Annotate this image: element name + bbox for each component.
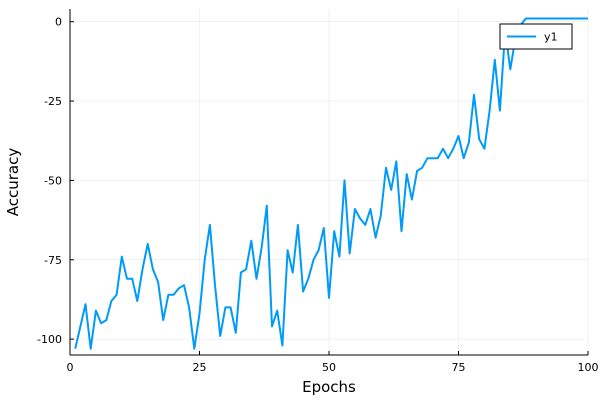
y-tick-label-0: 0	[55, 16, 62, 29]
y-tick-label-2: -50	[44, 174, 62, 187]
x-tick-label-1: 25	[193, 361, 207, 374]
y-tick-label-3: -75	[44, 254, 62, 267]
x-tick-label-0: 0	[67, 361, 74, 374]
x-tick-label-2: 50	[322, 361, 336, 374]
series-layer	[74, 17, 588, 350]
x-axis-label: Epochs	[302, 378, 356, 396]
y-axis-label: Accuracy	[4, 148, 22, 217]
grid	[69, 9, 589, 355]
y-tick-label-4: -100	[37, 333, 62, 346]
tick-labels: 0 25 50 75 100 0 -25 -50 -75 -100	[37, 16, 598, 374]
legend-label-0: y1	[544, 31, 558, 44]
x-tick-label-3: 75	[452, 361, 466, 374]
legend: y1	[499, 23, 573, 50]
x-tick-label-4: 100	[578, 361, 599, 374]
y-tick-label-1: -25	[44, 95, 62, 108]
series-line-0	[74, 17, 588, 350]
axes	[69, 9, 589, 356]
